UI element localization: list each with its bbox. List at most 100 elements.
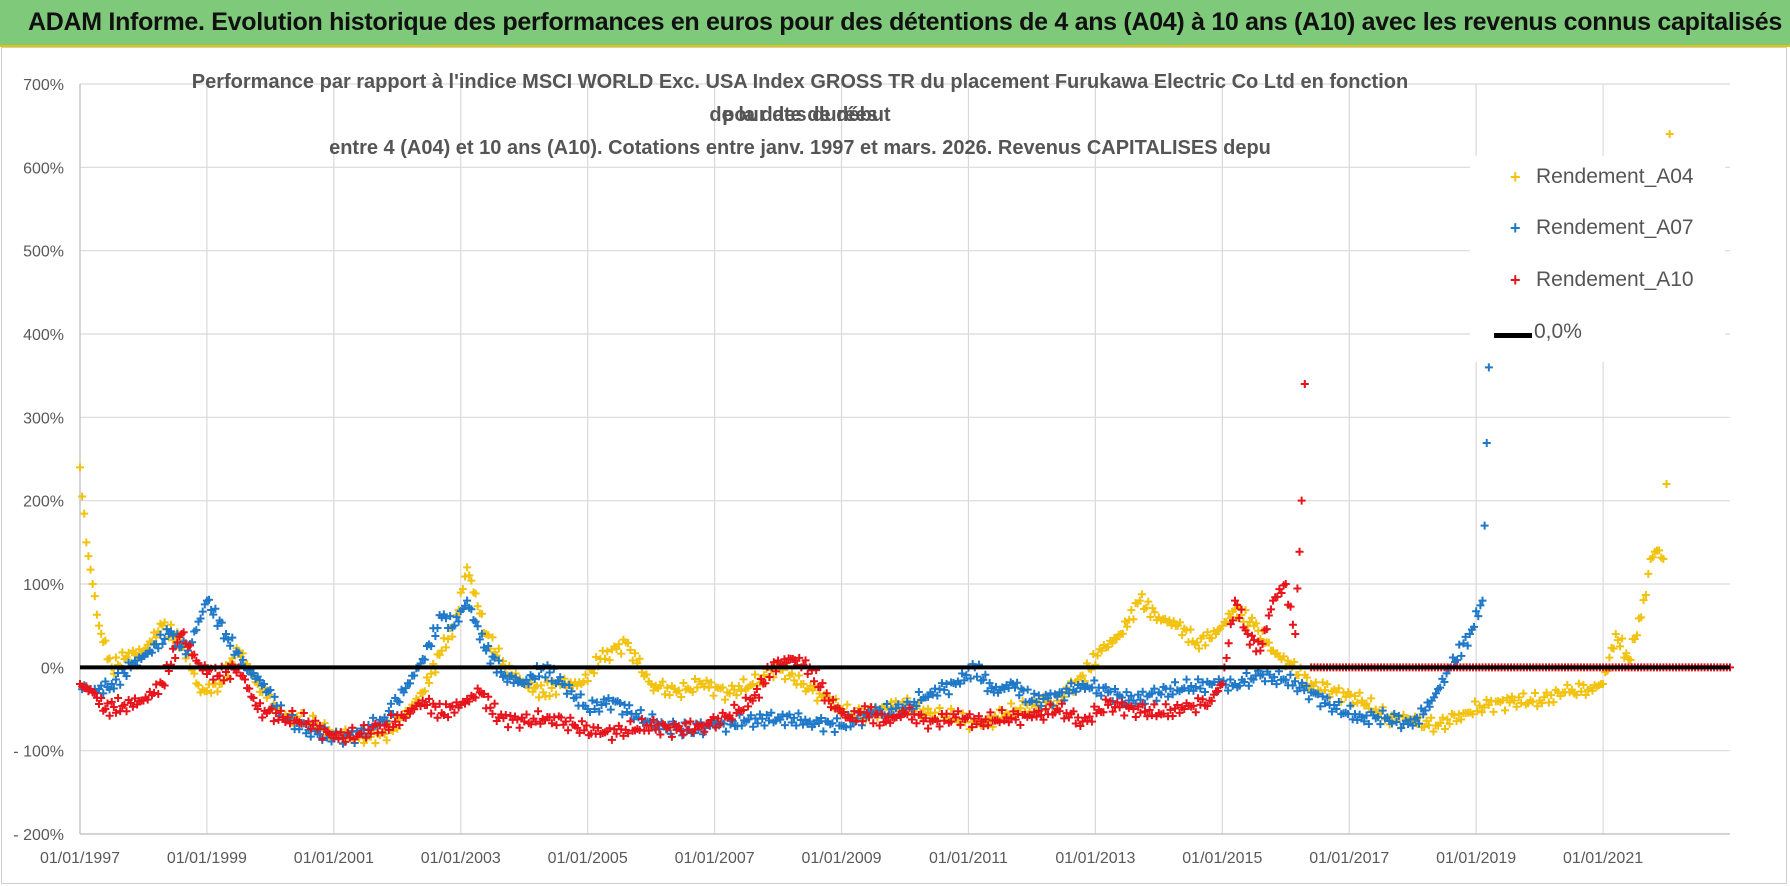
point-rendement-a04 (1531, 688, 1539, 697)
point-rendement-a10 (486, 703, 495, 712)
point-rendement-a07 (966, 674, 975, 683)
point-rendement-a04 (709, 691, 718, 700)
point-rendement-a10 (1041, 705, 1050, 714)
point-rendement-a07 (785, 710, 794, 719)
point-rendement-a04 (213, 687, 222, 696)
point-rendement-a10 (709, 713, 718, 722)
point-rendement-a07 (758, 714, 767, 723)
point-rendement-a07 (1364, 720, 1373, 729)
point-rendement-a04 (1007, 699, 1016, 708)
point-rendement-a07 (295, 725, 304, 734)
point-rendement-a10 (665, 723, 674, 732)
point-rendement-a04 (1438, 713, 1447, 722)
point-rendement-a10 (173, 638, 182, 647)
point-rendement-a07 (1053, 692, 1062, 701)
point-rendement-a07 (1067, 679, 1076, 688)
point-rendement-a10 (190, 650, 199, 659)
point-rendement-a10 (605, 724, 614, 733)
point-rendement-a04 (1367, 694, 1376, 703)
point-rendement-a07 (386, 699, 395, 708)
point-rendement-a07 (109, 684, 118, 693)
point-rendement-a07 (1062, 684, 1071, 693)
point-rendement-a04 (1632, 631, 1641, 640)
point-rendement-a04 (1480, 703, 1489, 712)
point-rendement-a10 (875, 721, 884, 730)
point-rendement-a04 (194, 681, 203, 690)
point-rendement-a10 (258, 713, 267, 722)
point-rendement-a10 (835, 704, 844, 713)
point-rendement-a10 (150, 688, 159, 697)
point-rendement-a07 (1442, 669, 1451, 678)
point-rendement-a10 (951, 713, 960, 722)
point-rendement-a04 (1609, 644, 1618, 653)
point-rendement-a10 (107, 697, 116, 706)
point-rendement-a07 (158, 639, 167, 648)
point-rendement-a10 (406, 709, 414, 718)
point-rendement-a04 (1510, 696, 1519, 705)
point-rendement-a10 (686, 717, 695, 726)
point-rendement-a04 (160, 618, 169, 627)
point-rendement-a07 (484, 642, 493, 651)
point-rendement-a10 (714, 714, 723, 723)
point-rendement-a10 (122, 707, 131, 716)
point-rendement-a07 (1101, 683, 1110, 692)
point-rendement-a10 (232, 668, 241, 677)
point-rendement-a07 (1459, 639, 1468, 648)
point-rendement-a04 (1471, 697, 1479, 706)
legend-label-zero: 0,0% (1534, 320, 1582, 343)
point-rendement-a04 (924, 704, 933, 713)
legend-marker-a07: + (1510, 218, 1521, 238)
point-rendement-a10 (274, 715, 283, 724)
point-rendement-a04 (647, 680, 656, 688)
point-rendement-a10 (531, 717, 540, 726)
point-rendement-a07 (228, 633, 237, 642)
point-rendement-a04 (1144, 597, 1153, 606)
point-rendement-a10 (607, 735, 616, 744)
y-axis-ticks: 700% 600% 500% 400% 300% 200% 100% 0% - 100% - 20… (13, 77, 64, 844)
point-rendement-a07 (565, 681, 574, 690)
point-rendement-a10 (566, 713, 575, 722)
point-rendement-a04 (1178, 631, 1187, 640)
point-rendement-a10 (1016, 721, 1025, 730)
point-rendement-a10 (935, 722, 944, 731)
point-rendement-a04 (1093, 651, 1102, 660)
point-rendement-a10 (829, 695, 838, 704)
point-rendement-a10 (471, 693, 480, 702)
point-rendement-a07 (616, 699, 624, 708)
point-rendement-a04 (309, 711, 318, 720)
point-rendement-a10 (725, 711, 734, 720)
point-rendement-a04 (473, 602, 482, 611)
point-rendement-a07 (1476, 601, 1485, 610)
point-rendement-a10 (226, 674, 235, 683)
point-rendement-a10 (448, 702, 457, 711)
point-rendement-a07 (217, 618, 226, 627)
point-rendement-a10 (997, 706, 1006, 715)
point-rendement-a10 (1281, 580, 1290, 588)
point-rendement-a10 (520, 717, 529, 726)
point-rendement-a10 (1191, 708, 1200, 717)
point-rendement-a10 (933, 717, 942, 726)
point-rendement-a10 (1286, 602, 1295, 611)
point-rendement-a10 (644, 726, 653, 735)
point-rendement-a07 (461, 601, 469, 610)
point-rendement-a10 (755, 693, 764, 702)
point-rendement-a10 (1057, 699, 1066, 708)
point-rendement-a07 (475, 635, 484, 644)
point-rendement-a04 (1104, 642, 1113, 651)
point-rendement-a04 (1637, 613, 1646, 622)
point-rendement-a04 (448, 632, 457, 641)
point-rendement-a04 (1662, 480, 1671, 488)
point-rendement-a10 (684, 725, 693, 734)
point-rendement-a07 (618, 710, 627, 719)
point-rendement-a10 (561, 717, 570, 726)
point-rendement-a10 (276, 706, 285, 715)
point-rendement-a10 (1198, 695, 1207, 704)
point-rendement-a04 (1665, 130, 1674, 138)
point-rendement-a04 (1579, 680, 1588, 689)
point-rendement-a07 (1455, 640, 1464, 649)
point-rendement-a04 (1290, 657, 1299, 666)
point-rendement-a04 (1613, 636, 1622, 645)
point-rendement-a10 (318, 734, 327, 743)
point-rendement-a07 (891, 704, 900, 713)
point-rendement-a07 (1321, 699, 1329, 708)
